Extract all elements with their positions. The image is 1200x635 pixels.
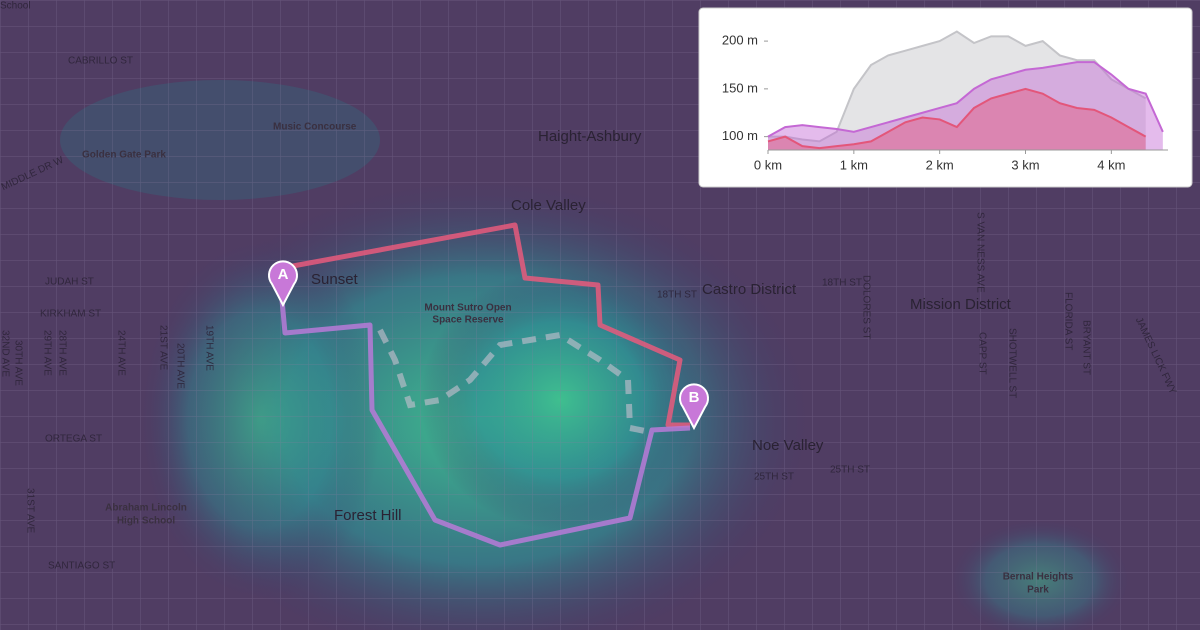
area — [768, 31, 1146, 150]
map-label: Forest Hill — [334, 507, 402, 524]
map-label: School — [0, 1, 31, 12]
x-tick-label: 0 km — [754, 157, 782, 172]
map-label: 30TH AVE — [12, 340, 23, 386]
map-label: 29TH AVE — [41, 330, 52, 376]
map-label: 24TH AVE — [115, 330, 126, 376]
marker-label[interactable]: B — [689, 389, 700, 406]
map-label: 31ST AVE — [24, 488, 35, 534]
route-purple — [279, 299, 691, 548]
line — [767, 87, 1147, 150]
map-label: 19TH AVE — [203, 325, 214, 371]
elevation-chart: 100 m 150 m 200 m 0 km 1 km 2 km 3 km 4 km — [722, 30, 1168, 172]
map-label: 18TH ST — [822, 278, 862, 289]
map-label: Mission District — [910, 296, 1012, 313]
map-label: Music Concourse — [273, 122, 357, 133]
map-label: SHOTWELL ST — [1006, 328, 1017, 398]
line — [767, 61, 1164, 138]
marker-label[interactable]: A — [278, 266, 289, 283]
marker-pin[interactable] — [268, 260, 298, 308]
map-label: Space Reserve — [432, 315, 504, 326]
map-label: Golden Gate Park — [82, 150, 166, 161]
elevation-panel — [698, 7, 1193, 188]
map-label: 25TH ST — [754, 472, 794, 483]
route-alt — [377, 328, 651, 435]
x-tick-label: 3 km — [1011, 157, 1039, 172]
map-label: CABRILLO ST — [68, 56, 133, 67]
map-label: CAPP ST — [976, 332, 987, 375]
map-label: 32ND AVE — [0, 330, 10, 377]
map-label: KIRKHAM ST — [40, 309, 101, 320]
map-label: Haight-Ashbury — [538, 128, 642, 145]
x-tick-label: 2 km — [926, 157, 954, 172]
map-label: 20TH AVE — [174, 343, 185, 389]
y-tick-label: 150 m — [722, 80, 758, 95]
map-label: Mount Sutro Open — [424, 303, 511, 314]
y-tick-label: 200 m — [722, 33, 758, 48]
map-label: ORTEGA ST — [45, 434, 102, 445]
x-tick-label: 4 km — [1097, 157, 1125, 172]
map-label: Castro District — [702, 281, 797, 298]
map-label: DOLORES ST — [860, 275, 871, 339]
map-label: Bernal Heights — [1003, 572, 1074, 583]
marker[interactable]: A — [268, 260, 298, 308]
line — [768, 30, 1147, 143]
map-label: 25TH ST — [830, 465, 870, 476]
map-label: 18TH ST — [657, 290, 697, 301]
map-label: S VAN NESS AVE — [974, 212, 985, 293]
map-label: Noe Valley — [752, 437, 824, 454]
map-label: BRYANT ST — [1080, 320, 1091, 375]
marker[interactable]: B — [679, 383, 709, 431]
area — [768, 88, 1146, 150]
map-label: High School — [117, 516, 176, 527]
area — [768, 62, 1163, 151]
map-label: Abraham Lincoln — [105, 503, 187, 514]
x-tick-label: 1 km — [840, 157, 868, 172]
marker-pin[interactable] — [679, 383, 709, 431]
map-label: Sunset — [311, 271, 359, 288]
map-label: FLORIDA ST — [1062, 292, 1073, 350]
map-label: JUDAH ST — [45, 277, 94, 288]
y-tick-label: 100 m — [722, 128, 758, 143]
map-label: 21ST AVE — [157, 325, 168, 371]
map-label: SANTIAGO ST — [48, 561, 115, 572]
map-label: 28TH AVE — [56, 330, 67, 376]
map-label: Park — [1027, 585, 1049, 596]
map-label: Cole Valley — [511, 197, 586, 214]
route-red — [279, 222, 690, 428]
